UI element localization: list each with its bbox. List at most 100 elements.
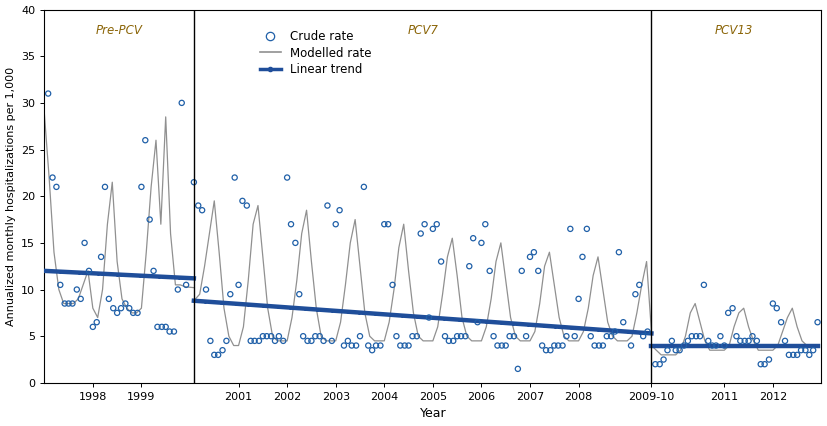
Point (454, 333, 467, 340)
Point (111, 309, 124, 316)
Point (495, 342, 509, 349)
Point (442, 337, 456, 344)
Point (212, 351, 225, 358)
Point (426, 225, 439, 232)
Point (394, 342, 407, 349)
Point (289, 239, 302, 246)
Point (434, 258, 447, 265)
Point (503, 333, 516, 340)
Point (641, 328, 654, 335)
Point (471, 319, 484, 325)
Point (576, 253, 589, 260)
Point (726, 305, 739, 311)
Y-axis label: Annualized monthly hospitalizations per 1,000: Annualized monthly hospitalizations per … (6, 66, 16, 326)
Point (523, 253, 537, 260)
X-axis label: Year: Year (419, 407, 447, 420)
Point (430, 221, 443, 227)
Point (592, 342, 605, 349)
Point (175, 100, 189, 106)
Point (131, 309, 144, 316)
Point (187, 179, 200, 186)
Point (447, 337, 460, 344)
Point (491, 342, 504, 349)
Point (584, 333, 597, 340)
Point (208, 351, 221, 358)
Point (398, 342, 411, 349)
Point (41, 90, 55, 97)
Point (507, 333, 520, 340)
Point (544, 347, 557, 354)
Point (451, 333, 464, 340)
Point (293, 291, 306, 298)
Point (685, 333, 698, 340)
Point (653, 361, 667, 368)
Point (811, 319, 825, 325)
Point (86, 323, 99, 330)
Point (479, 221, 492, 227)
Point (374, 342, 387, 349)
Point (782, 351, 796, 358)
Point (280, 174, 294, 181)
Point (742, 337, 755, 344)
Point (475, 239, 488, 246)
Point (459, 333, 472, 340)
Point (722, 309, 735, 316)
Point (775, 319, 788, 325)
Point (305, 337, 318, 344)
Point (119, 300, 132, 307)
Point (710, 342, 723, 349)
Point (325, 337, 338, 344)
Point (511, 366, 524, 372)
Point (139, 137, 152, 144)
Point (564, 225, 577, 232)
Point (612, 249, 625, 256)
Point (483, 268, 496, 274)
Point (171, 286, 184, 293)
Point (693, 333, 706, 340)
Point (669, 347, 682, 354)
Point (536, 342, 549, 349)
Point (192, 202, 205, 209)
Point (357, 184, 370, 190)
Point (791, 351, 804, 358)
Point (738, 337, 751, 344)
Point (581, 225, 594, 232)
Point (252, 337, 265, 344)
Point (74, 296, 88, 302)
Point (58, 300, 71, 307)
Point (321, 202, 334, 209)
Point (588, 342, 601, 349)
Point (103, 296, 116, 302)
Point (98, 184, 112, 190)
Point (657, 356, 670, 363)
Point (528, 249, 541, 256)
Point (342, 337, 355, 344)
Point (269, 337, 282, 344)
Point (532, 268, 545, 274)
Point (244, 337, 257, 344)
Point (317, 337, 330, 344)
Point (236, 198, 249, 204)
Point (423, 314, 436, 321)
Point (143, 216, 156, 223)
Point (390, 333, 403, 340)
Point (556, 342, 569, 349)
Point (799, 347, 812, 354)
Point (795, 347, 808, 354)
Point (572, 296, 586, 302)
Point (803, 351, 816, 358)
Point (232, 282, 245, 288)
Point (762, 356, 776, 363)
Point (617, 319, 630, 325)
Point (770, 305, 783, 311)
Point (624, 342, 638, 349)
Point (778, 337, 791, 344)
Point (661, 347, 674, 354)
Point (122, 305, 136, 311)
Point (78, 239, 91, 246)
Point (199, 286, 213, 293)
Point (62, 300, 75, 307)
Point (256, 333, 270, 340)
Point (734, 337, 747, 344)
Point (107, 305, 120, 311)
